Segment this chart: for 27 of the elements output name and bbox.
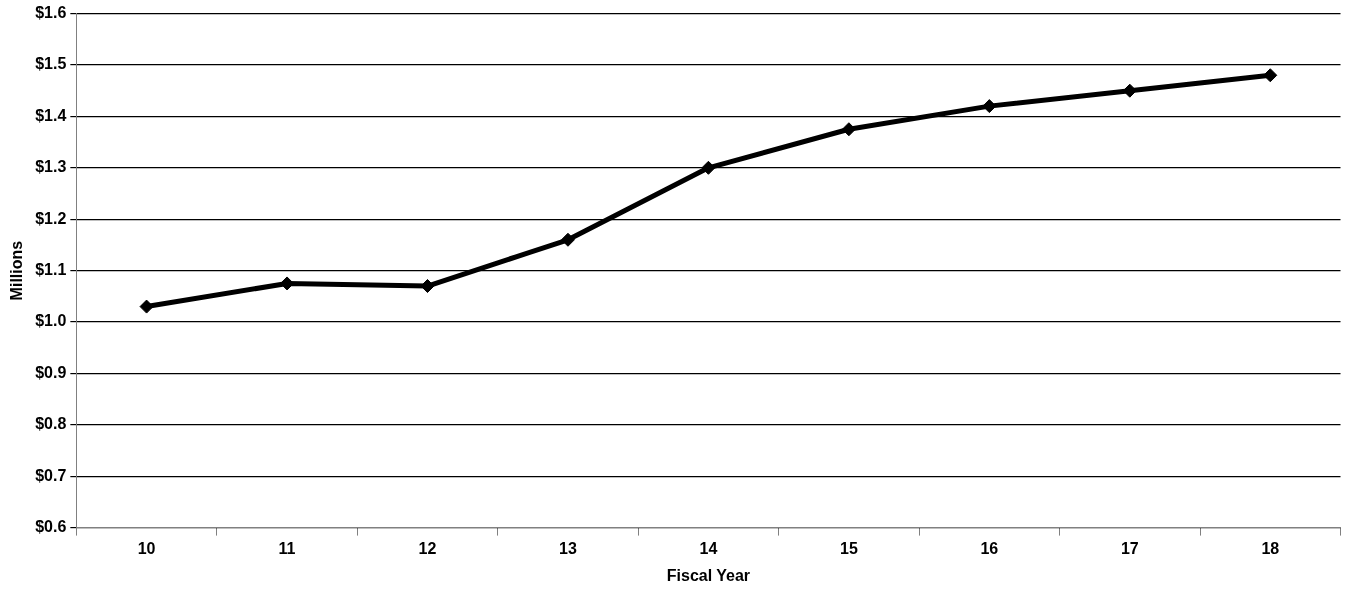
x-tick-label: 12: [418, 539, 437, 557]
x-tick-label: 11: [278, 539, 296, 557]
y-tick-label: $0.8: [35, 415, 67, 433]
x-tick-label: 10: [137, 539, 156, 557]
y-tick-label: $1.5: [35, 55, 67, 73]
point: [1263, 68, 1278, 83]
x-tick-label: 13: [559, 539, 577, 557]
y-tick-label: $0.6: [35, 518, 67, 536]
x-tick-label: 17: [1120, 539, 1139, 557]
x-tick-label: 14: [699, 539, 718, 557]
y-tick-label: $1.1: [35, 261, 67, 279]
y-tick-label: $1.3: [35, 158, 67, 176]
y-axis-title: Millions: [8, 240, 26, 301]
y-tick-label: $1.6: [35, 4, 67, 22]
point: [701, 160, 716, 175]
y-tick-label: $1.2: [35, 209, 67, 227]
point: [841, 122, 856, 137]
point: [139, 299, 154, 314]
y-tick-label: $1.0: [35, 312, 67, 330]
y-tick-label: $0.9: [35, 363, 67, 381]
x-tick-label: 16: [980, 539, 999, 557]
x-tick-label: 15: [839, 539, 858, 557]
x-tick-label: 18: [1261, 539, 1280, 557]
x-axis-title: Fiscal Year: [666, 566, 751, 584]
y-tick-label: $0.7: [35, 466, 67, 484]
point: [560, 232, 575, 247]
y-tick-label: $1.4: [35, 106, 67, 124]
